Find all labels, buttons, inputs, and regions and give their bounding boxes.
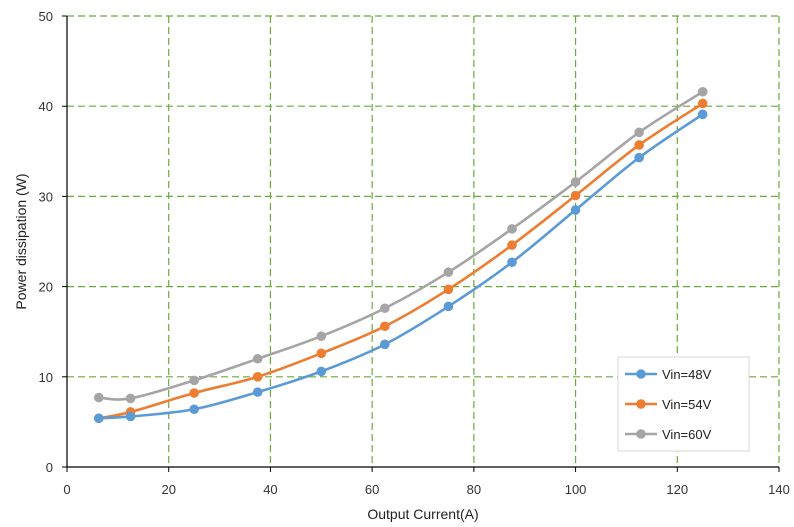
data-point bbox=[507, 240, 517, 250]
x-tick-label: 140 bbox=[768, 482, 790, 497]
series-vin-48v bbox=[93, 109, 708, 424]
y-tick-label: 30 bbox=[39, 189, 53, 204]
data-point bbox=[443, 284, 454, 295]
data-point bbox=[507, 224, 517, 234]
data-point bbox=[697, 98, 708, 109]
data-point bbox=[634, 152, 644, 163]
series-line-vin-48v bbox=[98, 113, 704, 420]
data-point bbox=[634, 140, 644, 150]
data-point bbox=[380, 339, 390, 350]
legend: Vin=48V Vin=54V Vin=60V bbox=[617, 356, 750, 452]
data-point bbox=[697, 86, 708, 97]
legend-item-vin-54v: Vin=54V bbox=[625, 397, 712, 412]
axes bbox=[62, 15, 780, 472]
data-point bbox=[634, 127, 644, 138]
data-point bbox=[252, 387, 263, 397]
data-point bbox=[316, 348, 327, 359]
series-lines bbox=[93, 86, 708, 424]
data-point bbox=[570, 205, 581, 215]
series-line-vin-60v bbox=[98, 90, 704, 401]
data-point bbox=[380, 321, 390, 332]
y-tick-label: 50 bbox=[39, 9, 53, 24]
y-tick-label: 0 bbox=[46, 460, 53, 475]
y-tick-label: 20 bbox=[39, 280, 53, 295]
data-point bbox=[570, 177, 581, 187]
x-tick-label: 0 bbox=[63, 482, 70, 497]
data-point bbox=[189, 388, 199, 398]
series-line-vin-54v bbox=[98, 102, 704, 420]
data-point bbox=[189, 404, 199, 415]
data-point bbox=[125, 393, 136, 404]
data-point bbox=[380, 303, 390, 314]
y-tick-label: 40 bbox=[39, 99, 53, 114]
legend-swatch-marker bbox=[636, 369, 646, 379]
data-point bbox=[316, 366, 327, 377]
data-point bbox=[189, 375, 199, 386]
legend-item-vin-48v: Vin=48V bbox=[625, 367, 712, 382]
data-point bbox=[570, 190, 581, 201]
legend-label: Vin=54V bbox=[662, 397, 712, 412]
data-point bbox=[125, 411, 136, 422]
data-point bbox=[507, 257, 517, 268]
legend-swatch-marker bbox=[636, 399, 646, 409]
data-point bbox=[443, 267, 454, 277]
series-vin-54v bbox=[93, 98, 708, 424]
x-tick-label: 60 bbox=[365, 482, 379, 497]
y-tick-label: 10 bbox=[39, 370, 53, 385]
data-point bbox=[252, 353, 263, 364]
data-point bbox=[697, 109, 708, 120]
legend-label: Vin=48V bbox=[662, 367, 712, 382]
x-tick-label: 100 bbox=[565, 482, 587, 497]
tick-labels: 0 20 40 60 80 100 120 140 0 10 20 30 40 50 bbox=[39, 9, 790, 497]
legend-swatch-marker bbox=[636, 429, 646, 439]
x-tick-label: 120 bbox=[666, 482, 688, 497]
legend-item-vin-60v: Vin=60V bbox=[625, 427, 712, 442]
data-point bbox=[93, 413, 104, 424]
data-point bbox=[316, 331, 327, 342]
data-point bbox=[443, 301, 454, 312]
x-tick-label: 20 bbox=[161, 482, 175, 497]
y-axis-title: Power dissipation (W) bbox=[13, 173, 29, 309]
data-point bbox=[93, 392, 104, 403]
x-axis-title: Output Current(A) bbox=[367, 506, 478, 522]
x-tick-label: 80 bbox=[467, 482, 481, 497]
data-point bbox=[252, 372, 263, 382]
x-tick-label: 40 bbox=[263, 482, 277, 497]
series-vin-60v bbox=[93, 86, 708, 404]
legend-label: Vin=60V bbox=[662, 427, 712, 442]
